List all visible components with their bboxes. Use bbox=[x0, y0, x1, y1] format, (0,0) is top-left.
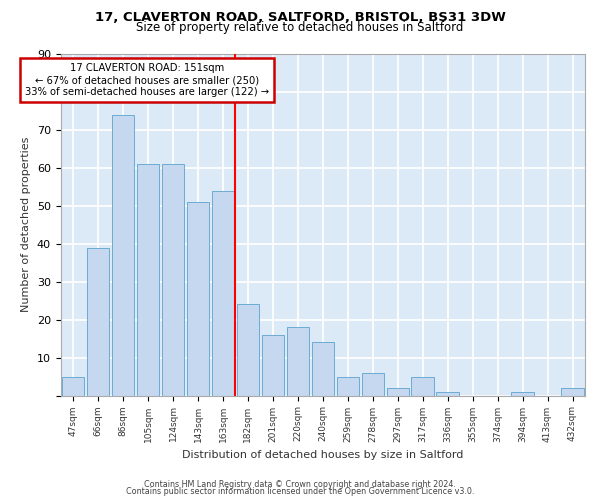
Bar bbox=[236, 304, 259, 396]
Bar bbox=[311, 342, 334, 396]
Bar bbox=[337, 376, 359, 396]
Y-axis label: Number of detached properties: Number of detached properties bbox=[21, 137, 31, 312]
Text: Contains HM Land Registry data © Crown copyright and database right 2024.: Contains HM Land Registry data © Crown c… bbox=[144, 480, 456, 489]
Bar bbox=[262, 335, 284, 396]
Text: Size of property relative to detached houses in Saltford: Size of property relative to detached ho… bbox=[136, 21, 464, 34]
Bar bbox=[436, 392, 459, 396]
Bar bbox=[62, 376, 85, 396]
Bar bbox=[412, 376, 434, 396]
Bar bbox=[511, 392, 534, 396]
Bar bbox=[212, 190, 234, 396]
Bar bbox=[362, 373, 384, 396]
Bar bbox=[561, 388, 584, 396]
Bar bbox=[87, 248, 109, 396]
Text: 17 CLAVERTON ROAD: 151sqm
← 67% of detached houses are smaller (250)
33% of semi: 17 CLAVERTON ROAD: 151sqm ← 67% of detac… bbox=[25, 64, 269, 96]
Bar bbox=[137, 164, 159, 396]
Bar bbox=[386, 388, 409, 396]
Bar bbox=[187, 202, 209, 396]
Text: Contains public sector information licensed under the Open Government Licence v3: Contains public sector information licen… bbox=[126, 488, 474, 496]
Bar bbox=[162, 164, 184, 396]
Bar bbox=[287, 328, 309, 396]
Text: 17, CLAVERTON ROAD, SALTFORD, BRISTOL, BS31 3DW: 17, CLAVERTON ROAD, SALTFORD, BRISTOL, B… bbox=[95, 11, 505, 24]
Bar bbox=[112, 114, 134, 396]
X-axis label: Distribution of detached houses by size in Saltford: Distribution of detached houses by size … bbox=[182, 450, 464, 460]
